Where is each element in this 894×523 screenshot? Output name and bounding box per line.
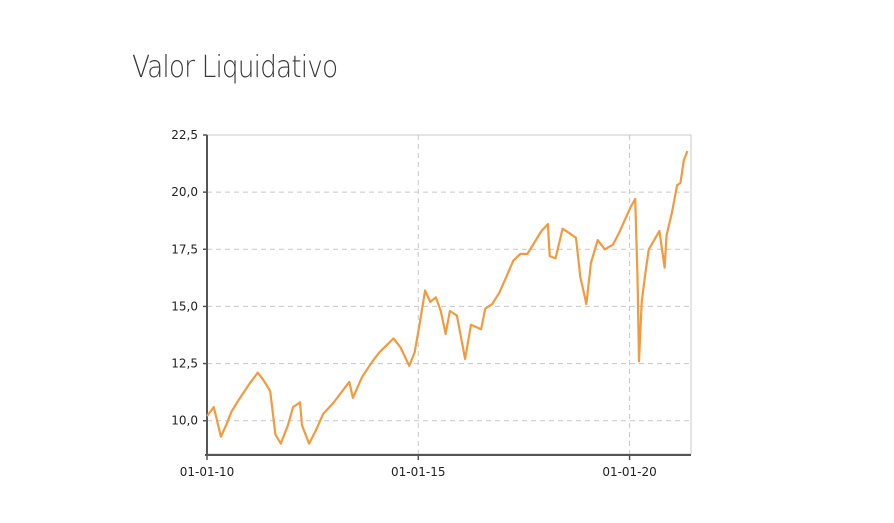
y-tick-label: 10,0 <box>171 414 198 428</box>
y-tick-label: 17,5 <box>171 242 198 256</box>
x-tick-label: 01-01-15 <box>391 465 445 479</box>
y-tick-label: 20,0 <box>171 185 198 199</box>
x-tick-label: 01-01-20 <box>602 465 656 479</box>
chart-title: Valor Liquidativo <box>132 50 338 85</box>
y-tick-label: 15,0 <box>171 299 198 313</box>
series-line <box>206 150 689 445</box>
y-tick-label: 22,5 <box>171 128 198 142</box>
x-axis: 01-01-10 01-01-15 01-01-20 <box>180 455 657 479</box>
plot-frame <box>206 134 692 455</box>
x-tick-label: 01-01-10 <box>180 465 234 479</box>
y-tick-label: 12,5 <box>171 357 198 371</box>
y-axis: 10,0 12,5 15,0 17,5 20,0 22,5 <box>171 128 207 428</box>
grid-lines <box>206 135 691 455</box>
